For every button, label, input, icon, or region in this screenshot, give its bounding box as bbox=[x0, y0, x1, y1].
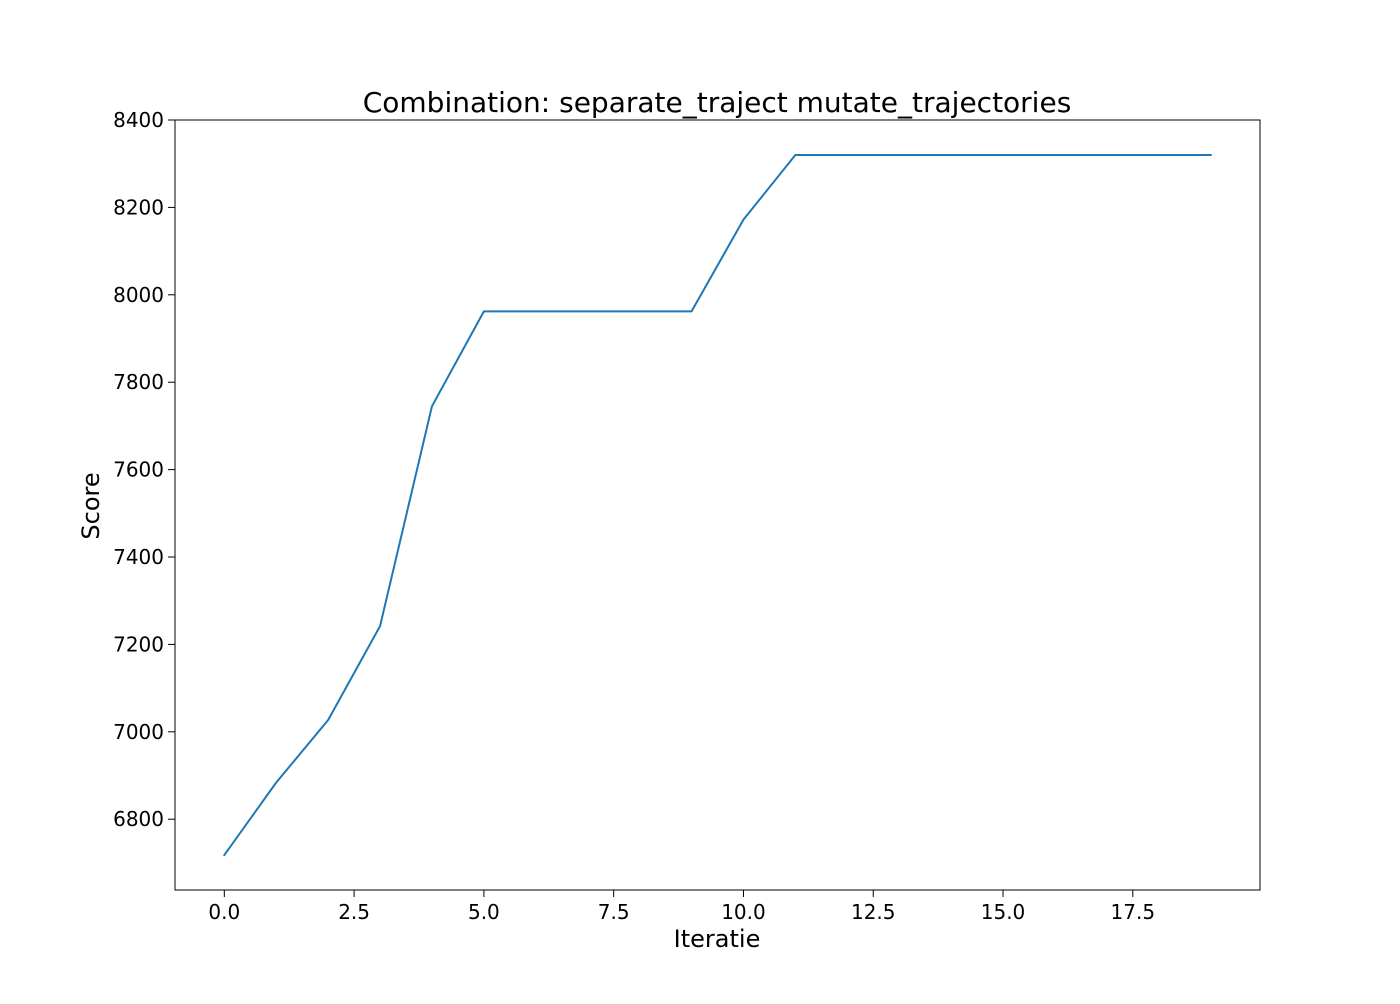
x-axis: 0.0 2.5 5.0 7.5 10.0 12.5 15.0 17.5 bbox=[208, 890, 1155, 924]
y-tick-label: 7600 bbox=[113, 458, 164, 482]
y-tick-label: 7200 bbox=[113, 632, 164, 656]
y-tick-label: 6800 bbox=[113, 807, 164, 831]
x-axis-label: Iteratie bbox=[674, 925, 761, 953]
y-axis: 6800 7000 7200 7400 7600 7800 8000 8200 8400 bbox=[113, 108, 175, 831]
y-axis-label: Score bbox=[77, 472, 105, 539]
y-tick-label: 8200 bbox=[113, 195, 164, 219]
x-tick-label: 2.5 bbox=[338, 900, 370, 924]
x-tick-label: 7.5 bbox=[598, 900, 630, 924]
series-layer bbox=[222, 153, 1212, 857]
chart-title: Combination: separate_traject mutate_tra… bbox=[363, 86, 1072, 119]
x-tick-label: 17.5 bbox=[1111, 900, 1156, 924]
x-tick-label: 0.0 bbox=[208, 900, 240, 924]
x-tick-label: 15.0 bbox=[981, 900, 1026, 924]
x-tick-label: 12.5 bbox=[851, 900, 896, 924]
y-tick-label: 7800 bbox=[113, 370, 164, 394]
y-tick-label: 8400 bbox=[113, 108, 164, 132]
y-tick-label: 7000 bbox=[113, 720, 164, 744]
x-tick-label: 10.0 bbox=[721, 900, 766, 924]
x-tick-label: 5.0 bbox=[468, 900, 500, 924]
y-tick-label: 8000 bbox=[113, 283, 164, 307]
y-tick-label: 7400 bbox=[113, 545, 164, 569]
series-line bbox=[222, 153, 1212, 857]
plot-frame bbox=[174, 119, 1261, 891]
